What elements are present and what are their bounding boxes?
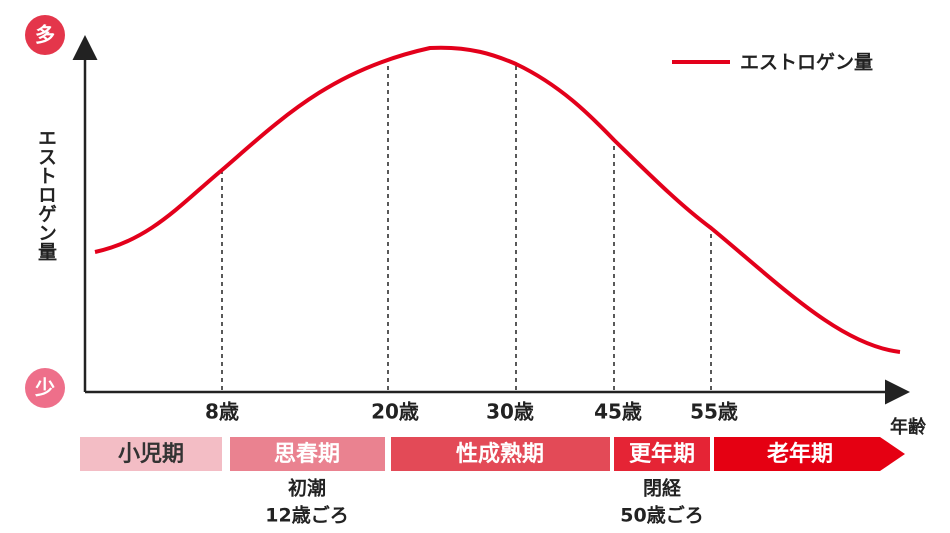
- high-badge: [25, 15, 65, 55]
- guides: [221, 62, 712, 390]
- age-label: 30歳: [486, 400, 534, 424]
- phase-bar: [714, 437, 905, 471]
- phase-bar: [230, 437, 385, 471]
- phase-bar: [391, 437, 610, 471]
- age-label: 8歳: [205, 400, 239, 424]
- phase-bar: [614, 437, 710, 471]
- note: 12歳ごろ: [265, 504, 348, 527]
- note: 閉経: [643, 477, 682, 500]
- phase-label: 老年期: [766, 441, 833, 467]
- phase-label: 更年期: [629, 441, 695, 467]
- age-label: 45歳: [594, 400, 642, 424]
- low-label: 少: [34, 376, 55, 400]
- x-axis-label: 年齢: [890, 416, 927, 438]
- phase-label: 思春期: [274, 442, 340, 467]
- age-label: 55歳: [690, 400, 738, 424]
- note: 初潮: [288, 477, 326, 500]
- note: 50歳ごろ: [620, 504, 703, 527]
- age-label: 20歳: [371, 400, 419, 424]
- y-axis-label: エストロゲン量: [35, 128, 57, 261]
- high-label: 多: [35, 23, 55, 47]
- phase-label: 小児期: [118, 442, 184, 467]
- estrogen-curve: [94, 45, 901, 354]
- phase-label: 性成熟期: [456, 441, 544, 467]
- phase-bar: [80, 437, 222, 471]
- legend-label: エストロゲン量: [740, 52, 873, 74]
- low-badge: [25, 368, 65, 408]
